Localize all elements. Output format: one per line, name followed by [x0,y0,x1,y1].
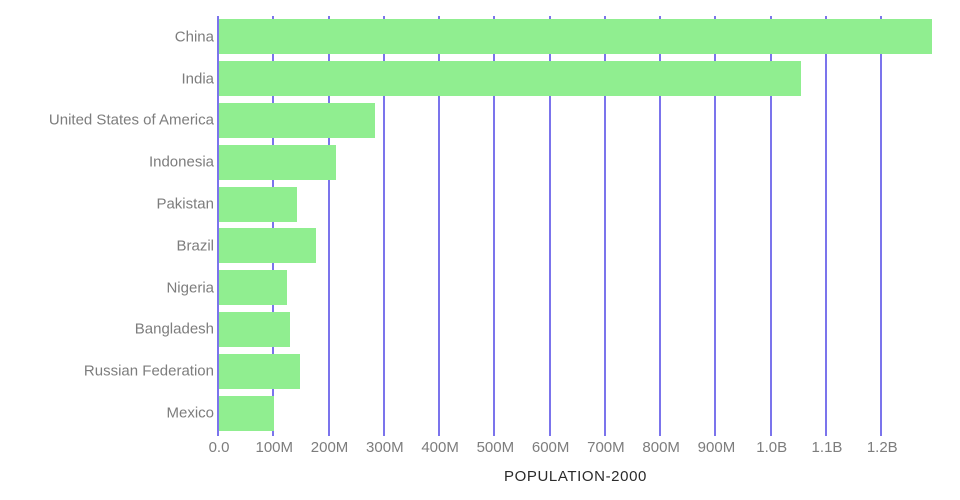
category-label: Russian Federation [83,362,214,380]
x-tick-label: 500M [476,439,515,456]
x-tick-label: 900M [697,439,736,456]
plot-area: 0.0 100M 200M 300M 400M 500M 600M 700M 800M 900M 1… [49,16,932,456]
x-tick-label: 1.0B [756,439,788,456]
category-label: Indonesia [148,153,214,171]
x-tick-label: 400M [421,439,459,456]
x-tick-label: 100M [255,439,294,456]
bar-row: Russian Federation [84,350,932,392]
gridline-700M [603,16,606,436]
bar-indonesia[interactable] [219,144,337,180]
bar-nigeria[interactable] [219,270,287,306]
bar-row: Brazil [176,225,932,267]
gridline-500M [493,16,496,436]
bar-united-states-of-america[interactable] [219,102,375,138]
category-label: Brazil [176,237,214,255]
category-label: Nigeria [166,279,214,297]
gridline-0.0 [217,16,219,436]
gridline-300M [382,16,385,436]
category-label: Mexico [166,404,214,422]
x-tick-label: 0.0 [208,439,230,456]
bar-russian-federation[interactable] [219,353,301,389]
bar-row: China [175,16,932,58]
x-tick-label: 200M [310,439,349,456]
x-tick-label: 300M [366,439,404,456]
bar-row: India [181,58,932,100]
category-label: China [174,28,214,46]
gridline-400M [438,16,441,436]
bar-row: Nigeria [166,267,932,309]
x-axis-title: POPULATION-2000 [504,468,647,485]
gridline-100M [272,16,275,436]
category-label: Pakistan [156,195,214,213]
category-label: United States of America [48,111,214,129]
bar-bangladesh[interactable] [219,311,291,347]
bar-brazil[interactable] [219,228,316,264]
gridline-1.0B [769,16,772,436]
gridline-1.2B [880,16,883,436]
bar-india[interactable] [219,61,801,97]
bar-row: Bangladesh [135,309,932,351]
gridline-600M [548,16,551,436]
gridline-800M [659,16,662,436]
category-label: Bangladesh [134,320,214,338]
bar-pakistan[interactable] [219,186,298,222]
gridline-200M [327,16,330,436]
x-tick-label: 600M [531,439,570,456]
category-label: India [181,70,214,88]
x-tick-label: 1.2B [866,439,898,456]
bar-china[interactable] [219,19,932,55]
bar-mexico[interactable] [219,395,275,431]
gridline-900M [714,16,717,436]
x-tick-label: 800M [642,439,680,456]
bar-row: Indonesia [149,141,932,183]
bar-row: Pakistan [156,183,932,225]
gridline-1.1B [824,16,827,436]
bar-row: United States of America [49,100,932,142]
bar-row: Mexico [166,392,932,434]
x-tick-label: 1.1B [811,439,843,456]
x-tick-label: 700M [587,439,625,456]
